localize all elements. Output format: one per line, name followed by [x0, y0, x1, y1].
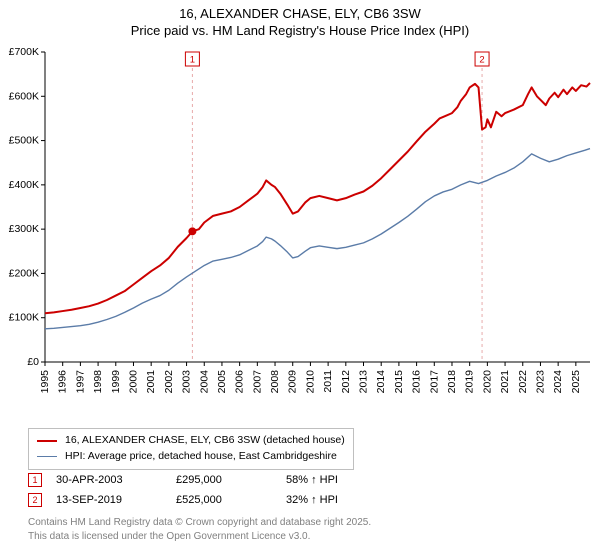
sale-marker-row: 1 30-APR-2003£295,00058% ↑ HPI: [28, 470, 406, 490]
xtick-label: 2006: [234, 370, 246, 394]
legend-label: 16, ALEXANDER CHASE, ELY, CB6 3SW (detac…: [65, 433, 345, 449]
title-block: 16, ALEXANDER CHASE, ELY, CB6 3SW Price …: [0, 0, 600, 40]
footer: Contains HM Land Registry data © Crown c…: [28, 516, 371, 543]
legend-swatch: [37, 440, 57, 442]
sale-marker-row: 2 13-SEP-2019£525,00032% ↑ HPI: [28, 490, 406, 510]
sale-marker-date: 13-SEP-2019: [56, 494, 176, 506]
xtick-label: 2018: [446, 370, 458, 394]
xtick-label: 2007: [251, 370, 263, 394]
sale-marker-price: £525,000: [176, 494, 286, 506]
legend: 16, ALEXANDER CHASE, ELY, CB6 3SW (detac…: [28, 428, 354, 470]
xtick-label: 2025: [570, 370, 582, 394]
legend-row: HPI: Average price, detached house, East…: [37, 449, 345, 465]
xtick-label: 1998: [92, 370, 104, 394]
xtick-label: 2010: [304, 370, 316, 394]
xtick-label: 2021: [499, 370, 511, 394]
sale-marker-date: 30-APR-2003: [56, 474, 176, 486]
hpi_line: [45, 149, 590, 329]
xtick-label: 2020: [481, 370, 493, 394]
footer-line-2: This data is licensed under the Open Gov…: [28, 530, 371, 544]
xtick-label: 2016: [411, 370, 423, 394]
xtick-label: 2008: [269, 370, 281, 394]
footer-line-1: Contains HM Land Registry data © Crown c…: [28, 516, 371, 530]
xtick-label: 2022: [517, 370, 529, 394]
xtick-label: 2023: [534, 370, 546, 394]
sale-marker-price: £295,000: [176, 474, 286, 486]
ytick-label: £700K: [9, 46, 39, 58]
sale-markers-table: 1 30-APR-2003£295,00058% ↑ HPI 2 13-SEP-201…: [28, 470, 406, 510]
ytick-label: £200K: [9, 267, 39, 279]
legend-swatch: [37, 456, 57, 457]
chart-svg: £0 £100K £200K £300K £400K £500K £600K £700K 199…: [0, 44, 600, 424]
xtick-label: 2005: [216, 370, 228, 394]
xtick-label: 2017: [428, 370, 440, 394]
xtick-label: 1996: [57, 370, 69, 394]
xtick-label: 2015: [393, 370, 405, 394]
xtick-label: 2011: [322, 370, 334, 393]
sale-point: [188, 227, 196, 235]
title-line-1: 16, ALEXANDER CHASE, ELY, CB6 3SW: [0, 6, 600, 23]
sale-marker-box: 1: [28, 473, 42, 487]
xtick-label: 2001: [145, 370, 157, 394]
ytick-label: £400K: [9, 179, 39, 191]
xtick-label: 2012: [340, 370, 352, 394]
sale-marker-box: 2: [28, 493, 42, 507]
ytick-label: £600K: [9, 90, 39, 102]
xtick-label: 1997: [74, 370, 86, 394]
xtick-label: 2013: [358, 370, 370, 394]
sale-marker-pct: 32% ↑ HPI: [286, 494, 406, 506]
marker-num-1: 1: [190, 55, 195, 66]
marker-num-2: 2: [479, 55, 484, 66]
legend-row: 16, ALEXANDER CHASE, ELY, CB6 3SW (detac…: [37, 433, 345, 449]
xtick-label: 2024: [552, 370, 564, 394]
xtick-label: 2009: [287, 370, 299, 394]
xtick-label: 2002: [163, 370, 175, 394]
xtick-label: 2004: [198, 370, 210, 394]
xtick-label: 1995: [39, 370, 51, 394]
xtick-label: 2014: [375, 370, 387, 394]
sale-marker-pct: 58% ↑ HPI: [286, 474, 406, 486]
ytick-label: £0: [27, 356, 39, 368]
chart-area: £0 £100K £200K £300K £400K £500K £600K £700K 199…: [0, 44, 600, 424]
xtick-label: 1999: [110, 370, 122, 394]
legend-label: HPI: Average price, detached house, East…: [65, 449, 337, 465]
ytick-label: £100K: [9, 312, 39, 324]
price_paid_line: [45, 83, 590, 313]
ytick-label: £300K: [9, 223, 39, 235]
ytick-label: £500K: [9, 135, 39, 147]
xtick-label: 2000: [127, 370, 139, 394]
xtick-label: 2003: [181, 370, 193, 394]
chart-container: 16, ALEXANDER CHASE, ELY, CB6 3SW Price …: [0, 0, 600, 560]
title-line-2: Price paid vs. HM Land Registry's House …: [0, 23, 600, 40]
xtick-label: 2019: [464, 370, 476, 394]
